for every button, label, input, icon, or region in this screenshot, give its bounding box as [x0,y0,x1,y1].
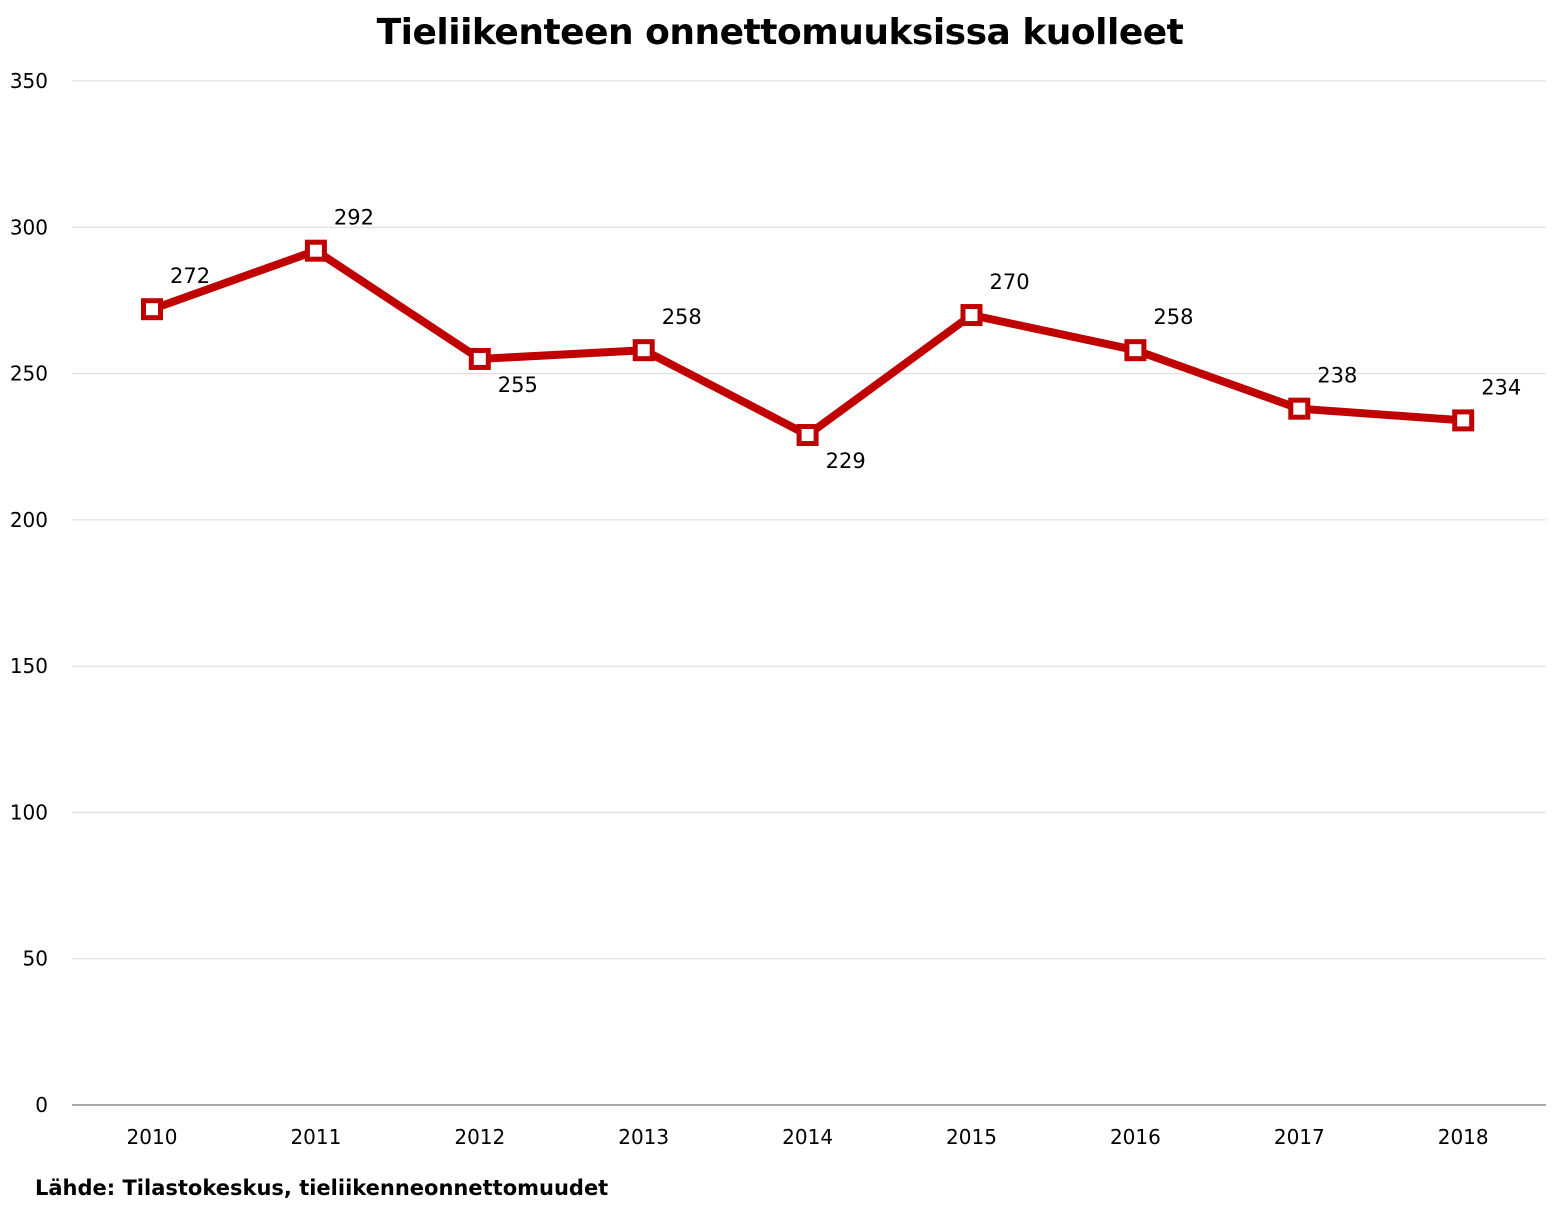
data-label: 234 [1481,375,1521,399]
y-tick-label: 250 [10,362,48,386]
data-label: 270 [990,270,1030,294]
data-series [141,239,1475,447]
y-tick-label: 50 [23,947,48,971]
x-tick-label: 2015 [946,1125,997,1149]
data-label: 238 [1317,364,1357,388]
series-line [148,246,1468,440]
data-label: 292 [334,206,374,230]
x-tick-label: 2010 [127,1125,178,1149]
axes: 0 50 100 150 200 250 300 350 2010 2011 2012 2013 201… [10,69,1546,1149]
data-label: 272 [170,264,210,288]
data-label: 229 [826,449,866,473]
data-point-marker [632,339,655,362]
data-point-marker [304,239,327,262]
x-tick-label: 2014 [782,1125,833,1149]
y-tick-label: 300 [10,215,48,239]
y-tick-label: 350 [10,69,48,93]
chart-title: Tieliikenteen onnettomuuksissa kuolleet [376,12,1184,53]
x-tick-label: 2012 [454,1125,505,1149]
x-tick-label: 2011 [290,1125,341,1149]
x-tick-label: 2018 [1438,1125,1489,1149]
data-label: 255 [498,373,538,397]
x-tick-label: 2017 [1274,1125,1325,1149]
data-point-marker [960,304,983,327]
gridlines [72,80,1546,960]
y-tick-label: 0 [35,1093,48,1117]
y-tick-label: 150 [10,654,48,678]
data-point-marker [468,347,491,370]
y-tick-label: 200 [10,508,48,532]
x-tick-label: 2013 [618,1125,669,1149]
data-label: 258 [662,305,702,329]
source-note: Lähde: Tilastokeskus, tieliikenneonnetto… [35,1176,609,1200]
x-tick-label: 2016 [1110,1125,1161,1149]
data-point-marker [141,298,163,321]
data-labels: 272 292 255 258 229 270 258 238 234 [170,206,1521,473]
y-tick-label: 100 [10,800,48,824]
data-point-marker [1288,397,1311,420]
data-point-marker [1124,339,1147,362]
data-point-marker [1452,409,1475,432]
data-label: 258 [1153,305,1193,329]
data-point-marker [796,424,819,447]
